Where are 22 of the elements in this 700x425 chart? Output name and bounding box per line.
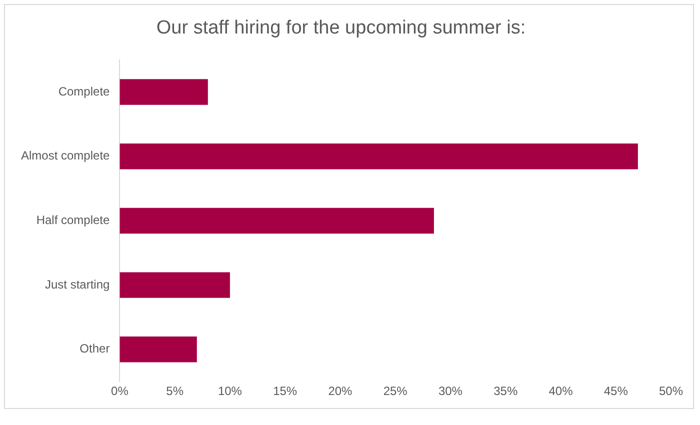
x-tick-label: 45% — [604, 384, 628, 398]
x-tick-label: 35% — [494, 384, 518, 398]
x-tick-label: 30% — [438, 384, 463, 398]
x-tick-label: 50% — [658, 384, 684, 398]
x-tick-label: 20% — [328, 384, 353, 398]
x-tick-label: 15% — [273, 384, 298, 398]
chart-title: Our staff hiring for the upcoming summer is: — [156, 18, 526, 39]
y-tick-label: Complete — [58, 84, 110, 98]
bar — [120, 272, 230, 298]
bar — [120, 79, 208, 105]
x-tick-label: 25% — [383, 384, 408, 398]
y-tick-label: Just starting — [44, 277, 110, 292]
y-tick-label: Half complete — [36, 213, 110, 228]
y-tick-label: Other — [80, 342, 110, 356]
x-tick-label: 0% — [111, 384, 129, 398]
bar — [120, 208, 434, 234]
bar — [120, 143, 638, 170]
x-tick-label: 5% — [166, 384, 184, 398]
x-tick-label: 10% — [218, 384, 242, 398]
y-tick-label: Almost complete — [20, 148, 110, 163]
bar — [120, 336, 197, 362]
x-tick-label: 40% — [548, 384, 574, 398]
